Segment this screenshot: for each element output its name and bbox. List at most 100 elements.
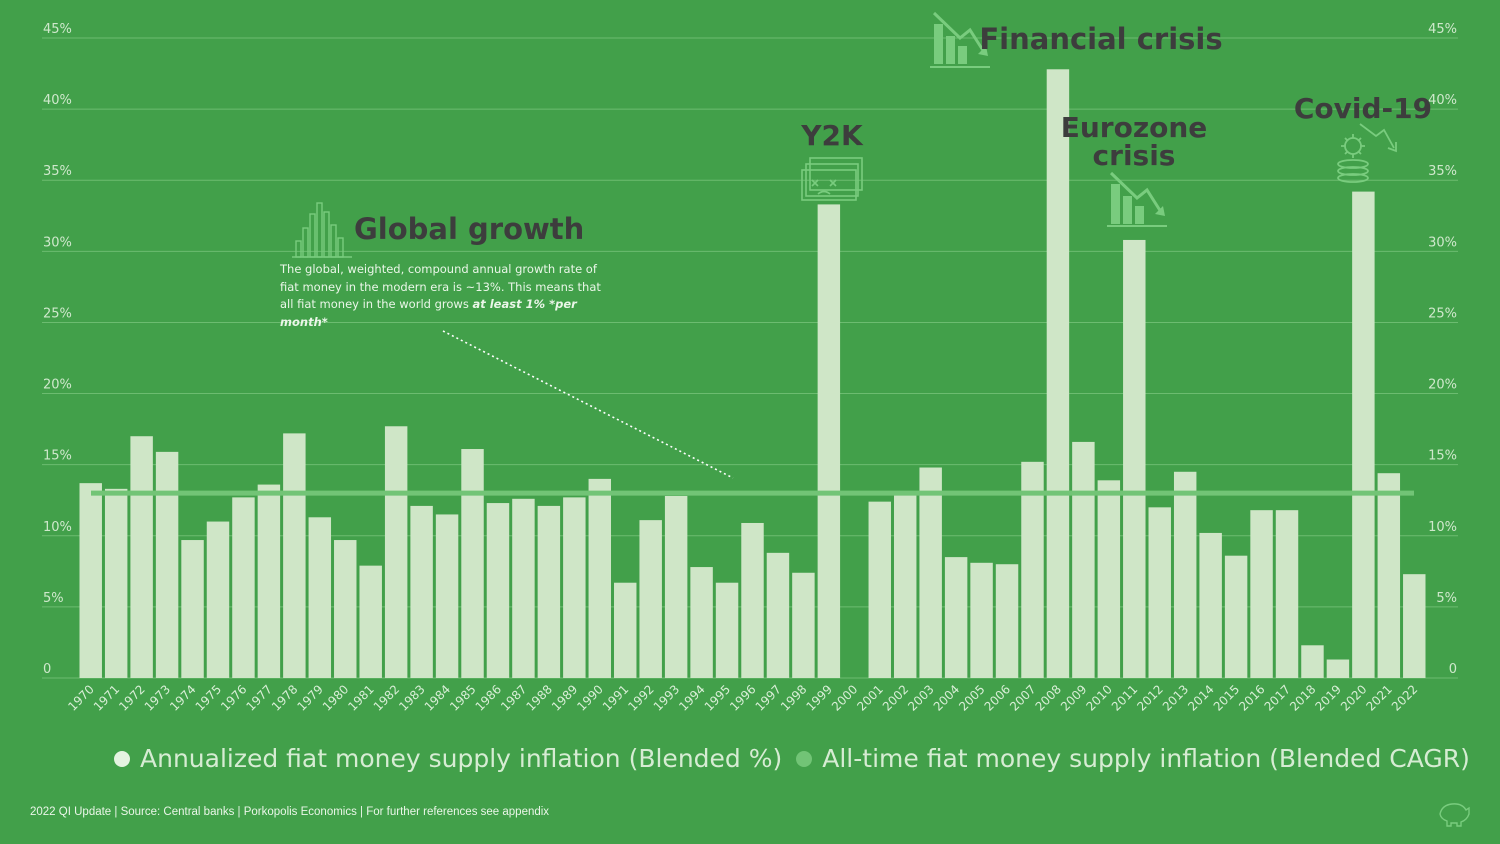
x-tick-2016: 2016	[1236, 682, 1267, 713]
y-tick-right: 10%	[1428, 520, 1457, 535]
y-tick-right: 40%	[1428, 93, 1457, 108]
y-tick-right: 25%	[1428, 306, 1457, 321]
y-tick-left: 35%	[43, 164, 72, 179]
bar-2003	[919, 467, 942, 678]
x-tick-1996: 1996	[727, 682, 758, 713]
bar-1979	[308, 517, 332, 678]
annotation-eurozone-line1: Eurozone	[1061, 111, 1208, 144]
pig-logo-icon	[1439, 803, 1470, 827]
bar-1980	[334, 540, 357, 678]
annotation-global-growth: Global growth	[354, 212, 584, 246]
x-tick-2019: 2019	[1313, 682, 1344, 713]
bar-1990	[588, 478, 612, 678]
note-text: The global, weighted, compound annual gr…	[280, 262, 601, 311]
x-tick-2018: 2018	[1287, 682, 1318, 713]
y-tick-left: 45%	[43, 22, 72, 37]
bar-2010	[1097, 480, 1121, 678]
x-tick-2002: 2002	[880, 682, 911, 713]
x-tick-2005: 2005	[956, 682, 987, 713]
bar-1996	[741, 522, 764, 678]
legend-label-annualized: Annualized fiat money supply inflation (…	[140, 744, 783, 773]
x-tick-1992: 1992	[625, 682, 656, 713]
broken-screen-icon	[801, 157, 863, 201]
x-tick-1985: 1985	[447, 682, 478, 713]
bar-2017	[1275, 510, 1299, 678]
x-tick-1982: 1982	[371, 682, 402, 713]
x-tick-2000: 2000	[829, 682, 860, 713]
y-axis-ticks: 0 0 5% 5% 10% 10% 15% 15% 20% 20% 25% 25% 30% 30% 35% 3…	[43, 22, 1457, 677]
y-tick-left: 10%	[43, 520, 72, 535]
y-tick-right: 0	[1449, 662, 1457, 677]
bar-1974	[181, 540, 204, 678]
bar-2013	[1173, 471, 1197, 678]
bar-1998	[792, 572, 815, 678]
bar-2007	[1021, 461, 1044, 678]
legend-item-cagr: All-time fiat money supply inflation (Bl…	[796, 744, 1470, 773]
x-tick-1986: 1986	[473, 682, 504, 713]
x-tick-1989: 1989	[549, 682, 580, 713]
x-tick-2022: 2022	[1389, 682, 1420, 713]
bar-1994	[690, 567, 713, 678]
x-tick-1995: 1995	[702, 682, 733, 713]
bar-2009	[1072, 441, 1095, 678]
bar-1977	[257, 484, 281, 678]
bar-1983	[410, 505, 433, 678]
x-tick-1975: 1975	[193, 682, 224, 713]
bar-2014	[1199, 532, 1222, 678]
bar-1975	[206, 521, 230, 678]
bar-1988	[537, 505, 561, 678]
bar-1973	[155, 451, 179, 678]
bar-2005	[970, 562, 993, 678]
bar-2001	[868, 501, 891, 678]
bar-1978	[283, 433, 306, 678]
x-tick-1972: 1972	[116, 682, 147, 713]
x-tick-2013: 2013	[1160, 682, 1191, 713]
x-tick-1987: 1987	[498, 682, 529, 713]
note-emphasis: at least 1% *per month*	[280, 297, 577, 329]
legend-label-cagr: All-time fiat money supply inflation (Bl…	[822, 744, 1470, 773]
x-tick-2011: 2011	[1109, 682, 1140, 713]
legend-item-annualized: Annualized fiat money supply inflation (…	[114, 744, 782, 773]
x-tick-2021: 2021	[1363, 682, 1394, 713]
y-tick-right: 5%	[1436, 591, 1457, 606]
bar-1987	[512, 498, 535, 678]
x-tick-1973: 1973	[142, 682, 173, 713]
bar-1993	[664, 495, 688, 678]
bar-1986	[486, 503, 510, 678]
y-tick-left: 20%	[43, 378, 72, 393]
x-tick-2006: 2006	[982, 682, 1013, 713]
chart-down-icon	[1107, 171, 1167, 227]
bar-1997	[766, 552, 790, 678]
legend-dot	[796, 750, 813, 767]
x-tick-2010: 2010	[1083, 682, 1114, 713]
x-tick-1977: 1977	[244, 682, 275, 713]
y-tick-left: 0	[43, 662, 51, 677]
bar-2011	[1123, 239, 1146, 678]
annotation-eurozone-line2: crisis	[1093, 139, 1176, 172]
bar-growth-icon	[292, 202, 352, 258]
x-tick-2007: 2007	[1007, 682, 1038, 713]
x-tick-1998: 1998	[778, 682, 809, 713]
bar-2019	[1326, 659, 1350, 678]
bar-1970	[79, 483, 102, 678]
annotation-financial-crisis: Financial crisis	[979, 22, 1222, 56]
x-tick-1993: 1993	[651, 682, 682, 713]
bar-2021	[1377, 473, 1401, 678]
bar-1972	[130, 436, 153, 678]
y-tick-right: 45%	[1428, 22, 1457, 37]
bar-2018	[1301, 645, 1324, 678]
y-tick-right: 15%	[1428, 449, 1457, 464]
bar-2006	[995, 564, 1019, 678]
bar-2016	[1250, 510, 1273, 678]
x-tick-1971: 1971	[91, 682, 122, 713]
x-tick-2012: 2012	[1134, 682, 1165, 713]
legend-dot	[114, 750, 130, 767]
bar-1989	[563, 497, 586, 678]
x-tick-1979: 1979	[294, 682, 325, 713]
x-tick-2001: 2001	[854, 682, 885, 713]
x-tick-1990: 1990	[574, 682, 605, 713]
legend: Annualized fiat money supply inflation (…	[114, 744, 1484, 773]
x-tick-1978: 1978	[269, 682, 300, 713]
y-tick-left: 5%	[43, 591, 64, 606]
x-tick-1974: 1974	[167, 682, 198, 713]
